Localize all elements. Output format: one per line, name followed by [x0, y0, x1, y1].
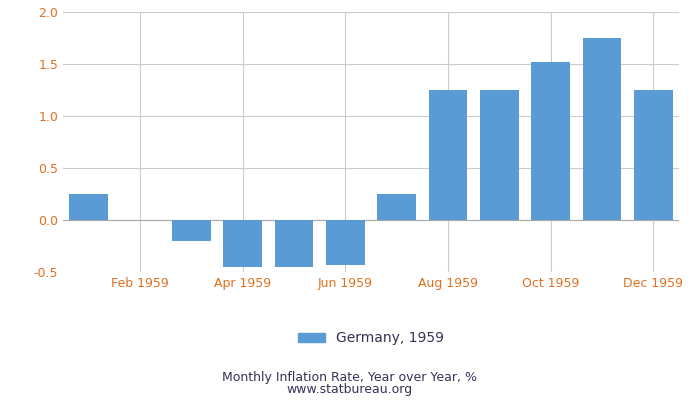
Bar: [223, 220, 262, 267]
Bar: [428, 90, 468, 220]
Bar: [480, 90, 519, 220]
Bar: [274, 220, 314, 267]
Bar: [582, 38, 622, 220]
Bar: [377, 194, 416, 220]
Bar: [531, 62, 570, 220]
Bar: [634, 90, 673, 220]
Bar: [69, 194, 108, 220]
Text: www.statbureau.org: www.statbureau.org: [287, 384, 413, 396]
Text: Monthly Inflation Rate, Year over Year, %: Monthly Inflation Rate, Year over Year, …: [223, 372, 477, 384]
Bar: [326, 220, 365, 265]
Legend: Germany, 1959: Germany, 1959: [292, 326, 450, 351]
Bar: [172, 220, 211, 241]
